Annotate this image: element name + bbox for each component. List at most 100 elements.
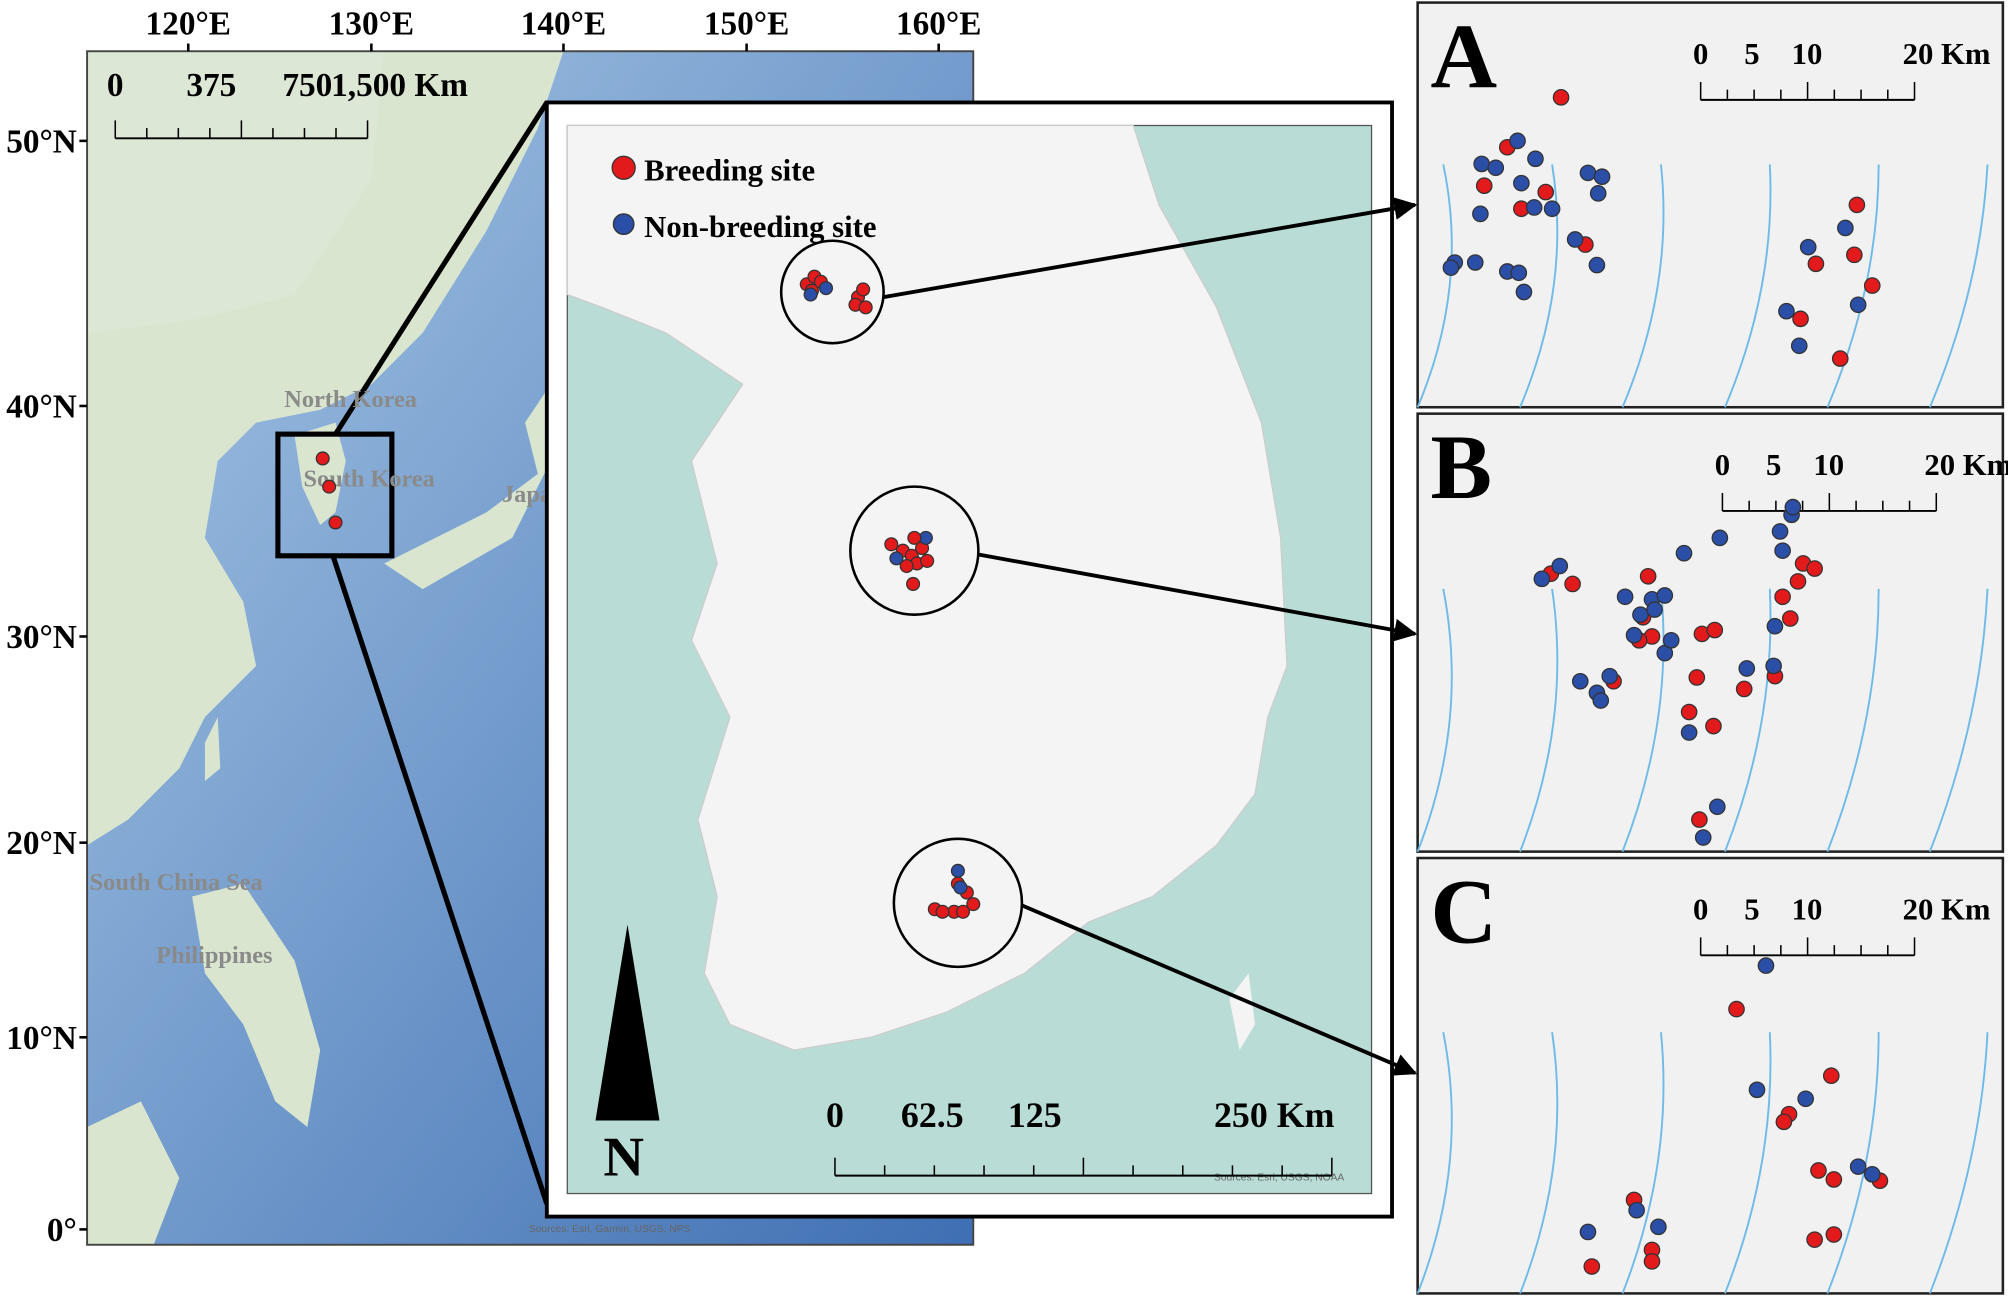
breeding-site [955,904,971,919]
river [1519,588,1559,852]
scale-label: 5 [1766,448,1781,482]
breeding-site [1774,588,1791,606]
breeding-site [920,553,935,568]
non-breeding-site [1579,164,1597,182]
non-breeding-site [1837,219,1854,237]
arrow [978,552,1418,642]
river [1826,588,1880,852]
scale-label: 0 [1693,892,1708,926]
detail-panels: A 0 5 10 20 Km B 0 5 10 20 Km C 0 5 10 20 Km [1416,1,2008,1295]
scale-label: 250 Km [1214,1095,1335,1135]
latitude-label: 0° [47,1212,77,1249]
breeding-site [322,479,337,494]
breeding-site [1863,277,1881,294]
longitude-label: 140°E [521,6,606,43]
river [1621,588,1665,852]
non-breeding-site [1466,254,1484,271]
scale-label: 62.5 [901,1095,964,1135]
non-breeding-site [1863,1166,1881,1183]
river [1416,588,1453,852]
island [1229,973,1255,1051]
non-breeding-site [1650,1218,1667,1236]
non-breeding-site [1515,283,1533,301]
legend-label: Breeding site [644,154,815,188]
non-breeding-site [1487,159,1505,177]
river [1416,164,1453,408]
non-breeding-site [1442,259,1460,276]
non-breeding-site [1646,601,1663,618]
place-label: North Korea [284,386,417,413]
scale-label: 375 [186,67,236,104]
non-breeding-site [1579,1223,1597,1241]
breeding-site [1639,567,1657,585]
non-breeding-site [1533,570,1551,588]
breeding-site [1825,1226,1843,1243]
river [1826,1032,1880,1294]
non-breeding-site [1473,155,1490,173]
non-breeding-site [1632,606,1649,624]
breeding-site [1781,610,1799,627]
non-breeding-site [1543,200,1561,218]
non-breeding-site [1675,544,1693,562]
river [1519,1032,1559,1294]
site-circle [779,239,885,345]
scale-label: 1,500 Km [331,67,468,104]
breeding-site [1810,1162,1827,1179]
non-breeding-site [1509,132,1526,150]
river [1724,1032,1772,1294]
breeding-site [1537,183,1555,201]
longitude-label: 130°E [329,6,414,43]
attribution: Sources: Esri, USGS, NOAA [1214,1173,1344,1184]
non-breeding-site [1799,238,1817,256]
non-breeding-site [1771,523,1789,540]
scale-label: 0 [826,1095,844,1135]
breeding-site [1735,680,1753,698]
site-circle [849,485,980,616]
non-breeding-site [1566,231,1584,248]
breeding-site [899,558,914,574]
non-breeding-site [1589,185,1607,202]
non-breeding-site [1571,672,1589,690]
non-breeding-site [1766,617,1784,635]
breeding-site [1846,246,1863,264]
river [1928,1032,1989,1294]
zoom-line [333,101,549,436]
breeding-site [1825,1171,1843,1188]
non-breeding-site [1748,1081,1766,1099]
river [1724,164,1772,408]
breeding-site [1806,560,1823,577]
scale-label: 750 [282,67,332,104]
non-breeding-site [1778,302,1795,320]
breeding-site [315,451,330,466]
non-breeding-site [953,880,968,895]
river [1928,588,1989,852]
non-breeding-site [1513,174,1530,192]
panel [1416,856,2005,1295]
non-breeding-site [1625,626,1643,644]
legend-swatch [611,155,636,180]
breeding-site [966,897,981,912]
breeding-site [1792,310,1809,328]
panel-label: C [1430,861,1497,963]
non-breeding-site [1551,557,1569,575]
non-breeding-site [1849,296,1867,314]
breeding-site [1643,1253,1661,1270]
site-circle [892,837,1024,969]
breeding-site [856,282,871,297]
river [1621,1032,1665,1294]
place-label: Philippines [156,942,272,969]
longitude-label: 160°E [896,6,981,43]
non-breeding-site [1662,631,1680,649]
non-breeding-site [950,863,965,878]
non-breeding-site [1656,587,1674,604]
panel-label: B [1430,416,1492,518]
non-breeding-site [1680,724,1698,741]
place-label: South China Sea [90,869,263,896]
breeding-site [1807,255,1825,273]
zoom-line [330,554,550,1205]
scale-label: 20 Km [1903,892,1991,926]
non-breeding-site [1694,829,1712,846]
breeding-site [1691,811,1708,828]
non-breeding-site [1592,692,1610,709]
